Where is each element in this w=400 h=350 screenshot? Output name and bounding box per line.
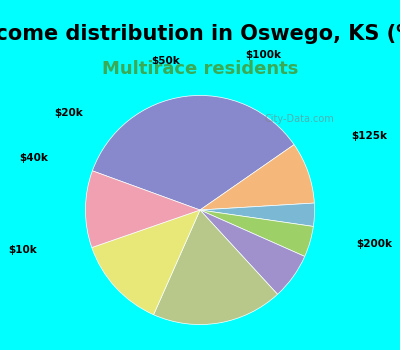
Wedge shape [200, 210, 305, 294]
Wedge shape [92, 96, 294, 210]
Text: $200k: $200k [356, 239, 392, 249]
Text: $50k: $50k [151, 56, 180, 66]
Wedge shape [200, 145, 314, 210]
Text: Multirace residents: Multirace residents [102, 60, 298, 77]
Text: Income distribution in Oswego, KS (%): Income distribution in Oswego, KS (%) [0, 25, 400, 44]
Text: $10k: $10k [8, 245, 37, 255]
Text: $20k: $20k [54, 108, 83, 118]
Wedge shape [86, 171, 200, 247]
Text: City-Data.com: City-Data.com [265, 114, 334, 124]
Wedge shape [92, 210, 200, 315]
Wedge shape [200, 210, 313, 257]
Text: $100k: $100k [245, 50, 281, 60]
Text: $40k: $40k [20, 153, 48, 163]
Wedge shape [200, 203, 314, 226]
Wedge shape [154, 210, 278, 324]
Text: $125k: $125k [352, 131, 388, 141]
